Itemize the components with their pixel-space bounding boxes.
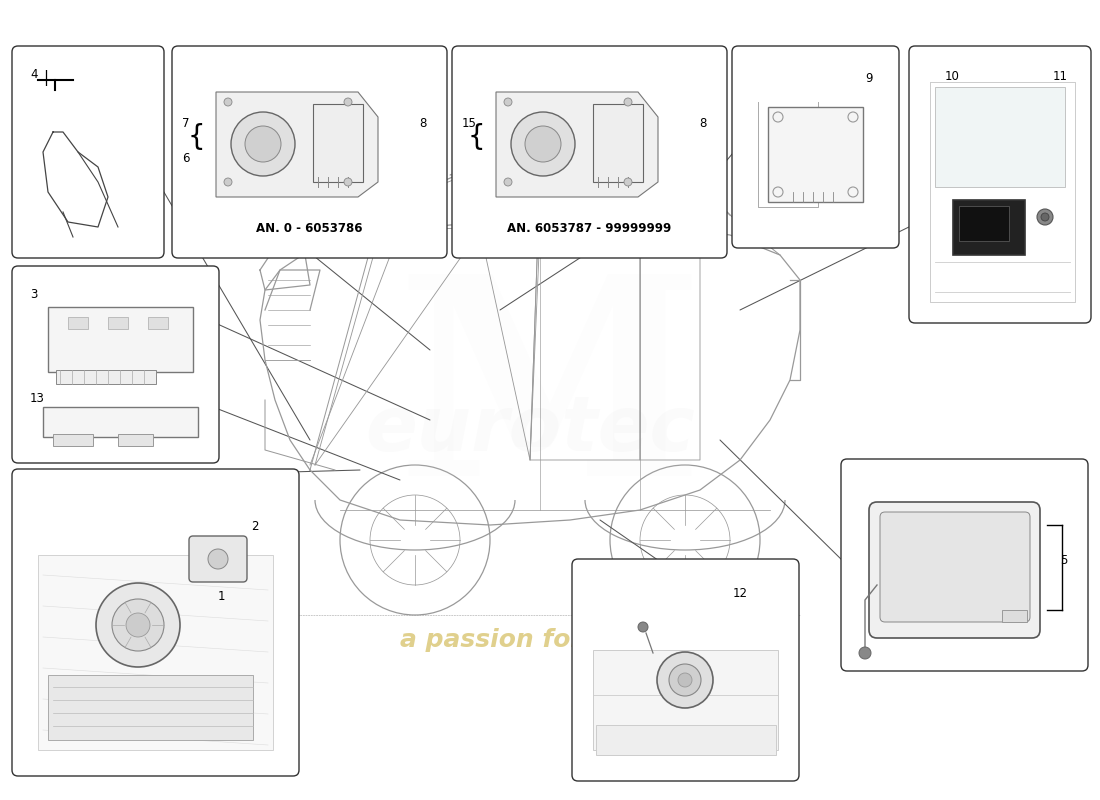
Text: M: M <box>396 266 704 534</box>
Bar <box>593 104 644 182</box>
Circle shape <box>504 178 512 186</box>
FancyBboxPatch shape <box>189 536 248 582</box>
FancyBboxPatch shape <box>732 46 899 248</box>
Bar <box>593 650 778 750</box>
Bar <box>56 370 156 384</box>
Bar <box>1002 610 1027 622</box>
Circle shape <box>1037 209 1053 225</box>
Circle shape <box>1041 213 1049 221</box>
FancyBboxPatch shape <box>572 559 799 781</box>
Polygon shape <box>39 555 273 750</box>
FancyBboxPatch shape <box>12 266 219 463</box>
FancyBboxPatch shape <box>12 46 164 258</box>
Polygon shape <box>496 92 658 197</box>
Circle shape <box>224 98 232 106</box>
Text: 3: 3 <box>30 288 37 301</box>
Bar <box>953 200 1025 255</box>
Bar <box>314 104 363 182</box>
Bar <box>68 317 88 329</box>
Text: {: { <box>468 123 485 151</box>
Circle shape <box>624 178 632 186</box>
Text: 15: 15 <box>462 117 477 130</box>
FancyBboxPatch shape <box>909 46 1091 323</box>
Bar <box>148 317 168 329</box>
Circle shape <box>126 613 150 637</box>
Bar <box>118 434 153 446</box>
Polygon shape <box>216 92 378 197</box>
Circle shape <box>112 599 164 651</box>
FancyBboxPatch shape <box>452 46 727 258</box>
Text: 10: 10 <box>945 70 960 83</box>
FancyBboxPatch shape <box>880 512 1030 622</box>
Circle shape <box>859 647 871 659</box>
Text: AN. 0 - 6053786: AN. 0 - 6053786 <box>255 222 362 235</box>
Circle shape <box>669 664 701 696</box>
Bar <box>768 107 864 202</box>
FancyBboxPatch shape <box>172 46 447 258</box>
Text: eurotec: eurotec <box>365 393 695 467</box>
Circle shape <box>96 583 180 667</box>
Text: 6: 6 <box>182 152 189 165</box>
Circle shape <box>231 112 295 176</box>
Bar <box>959 206 1009 241</box>
Circle shape <box>504 98 512 106</box>
Text: 4: 4 <box>30 68 37 81</box>
Text: 13: 13 <box>30 392 45 405</box>
Bar <box>935 87 1065 187</box>
FancyBboxPatch shape <box>12 469 299 776</box>
Text: a passion for parts. stock: a passion for parts. stock <box>400 628 760 652</box>
FancyBboxPatch shape <box>869 502 1040 638</box>
Text: 12: 12 <box>733 587 748 600</box>
Circle shape <box>344 178 352 186</box>
Text: {: { <box>187 123 205 151</box>
Text: 5: 5 <box>1060 554 1067 566</box>
Circle shape <box>624 98 632 106</box>
Circle shape <box>208 549 228 569</box>
Circle shape <box>245 126 280 162</box>
Circle shape <box>678 673 692 687</box>
Bar <box>48 675 253 740</box>
Circle shape <box>657 652 713 708</box>
FancyBboxPatch shape <box>842 459 1088 671</box>
Bar <box>108 317 128 329</box>
Text: 7: 7 <box>182 117 189 130</box>
Text: 11: 11 <box>1053 70 1068 83</box>
Text: 1: 1 <box>218 590 226 603</box>
Text: 8: 8 <box>419 117 427 130</box>
Bar <box>43 407 198 437</box>
Circle shape <box>344 98 352 106</box>
Bar <box>596 725 776 755</box>
Bar <box>53 434 94 446</box>
Circle shape <box>224 178 232 186</box>
Circle shape <box>512 112 575 176</box>
Circle shape <box>638 622 648 632</box>
Text: |: | <box>43 70 48 86</box>
Bar <box>48 307 192 372</box>
Text: 2: 2 <box>251 520 258 533</box>
Text: 9: 9 <box>865 72 872 85</box>
Text: AN. 6053787 - 99999999: AN. 6053787 - 99999999 <box>507 222 671 235</box>
Text: 8: 8 <box>698 117 706 130</box>
Circle shape <box>525 126 561 162</box>
